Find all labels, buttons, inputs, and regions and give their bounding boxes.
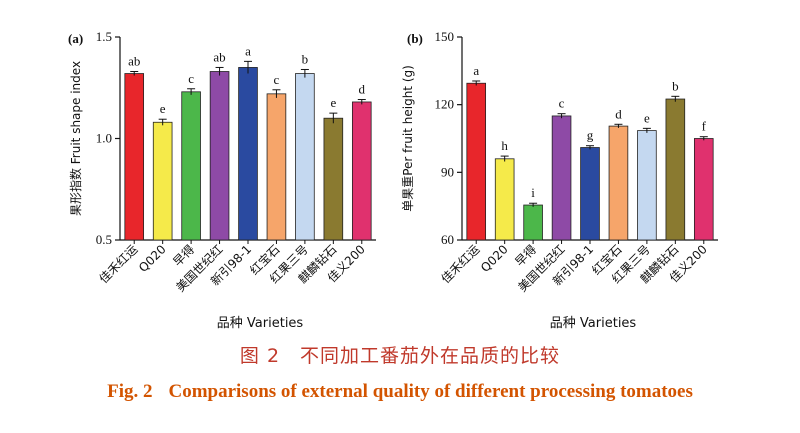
panel-b-y-tick-label-3: 150 [435, 29, 455, 44]
panel-b-label: (b) [407, 31, 423, 46]
panel-b-bar-0 [466, 82, 487, 241]
panel-b-significance-letter-8: f [702, 119, 707, 134]
panel-b-bar-4 [580, 147, 600, 241]
panel-a-label: (a) [68, 31, 83, 46]
panel-a-bar-8 [351, 101, 372, 241]
panel-a-bar-7 [323, 117, 344, 241]
panel-b-x-tick-label-1: Q020 [478, 242, 511, 275]
panel-a-y-tick-label-0: 0.5 [96, 232, 112, 247]
panel-b-y-tick-label-2: 120 [435, 97, 455, 112]
panel-b-x-axis-label: 品种 Varieties [550, 316, 637, 331]
panel-a-x-axis-label: 品种 Varieties [217, 316, 304, 331]
panel-a-y-axis-label: 果形指数 Fruit shape index [68, 61, 83, 216]
panel-b-significance-letter-4: g [587, 128, 594, 143]
panel-b-significance-letter-6: e [644, 110, 650, 125]
panel-a-x-tick-label-0: 佳禾红运 [96, 242, 141, 287]
panel-a-bar-0 [124, 73, 145, 241]
panel-a-x-tick-label-1: Q020 [136, 242, 169, 275]
panel-b-significance-letter-1: h [501, 138, 508, 153]
panel-b-bar-5 [608, 125, 629, 241]
panel-a-significance-letter-3: ab [213, 49, 225, 64]
panel-b-significance-letter-7: b [672, 78, 679, 93]
panel-a-significance-letter-5: c [274, 72, 280, 87]
panel-b-bar-3 [551, 115, 572, 241]
panel-b-y-tick-label-1: 90 [441, 164, 454, 179]
panel-b-bar-6 [637, 130, 657, 241]
panel-a-bar-2 [181, 91, 201, 241]
panel-a-significance-letter-7: e [330, 95, 336, 110]
panel-b-x-tick-label-0: 佳禾红运 [438, 242, 483, 287]
panel-a-significance-letter-2: c [188, 71, 194, 86]
figure: (a)果形指数 Fruit shape index0.51.01.5ab佳禾红运… [68, 29, 718, 331]
panel-a-significance-letter-8: d [359, 82, 366, 97]
figure-number-label: Fig. 2 [107, 381, 153, 402]
panel-b-y-axis-label: 单果重Per fruit height (g) [401, 65, 415, 212]
panel-a-significance-letter-4: a [245, 43, 251, 58]
panel-a-bar-5 [266, 93, 287, 241]
figure-caption-english-text: Comparisons of external quality of diffe… [168, 381, 693, 402]
panel-b-significance-letter-2: i [531, 185, 535, 200]
panel-b-y-tick-label-0: 60 [441, 232, 454, 247]
panel-a-y-tick-label-1: 1.0 [96, 131, 112, 146]
panel-a-significance-letter-0: ab [128, 54, 140, 69]
panel-b-bar-1 [494, 158, 515, 241]
figure-caption-chinese: 图 2 不同加工番茄外在品质的比较 [239, 345, 561, 367]
panel-a-bar-1 [152, 121, 173, 241]
panel-a-significance-letter-6: b [302, 51, 309, 66]
panel-a-significance-letter-1: e [160, 101, 166, 116]
panel-b-bar-7 [665, 98, 686, 241]
panel-b-significance-letter-3: c [559, 96, 565, 111]
panel-b-significance-letter-0: a [473, 63, 479, 78]
panel-b-bar-2 [523, 204, 543, 241]
panel-b-bar-8 [693, 138, 714, 241]
panel-a-bar-4 [238, 67, 258, 241]
panel-b-significance-letter-5: d [615, 106, 622, 121]
figure-caption-english: Fig. 2 Comparisons of external quality of… [0, 381, 800, 403]
panel-a-bar-3 [209, 71, 230, 241]
panel-a-y-tick-label-2: 1.5 [96, 29, 112, 44]
panel-a-bar-6 [295, 73, 315, 241]
